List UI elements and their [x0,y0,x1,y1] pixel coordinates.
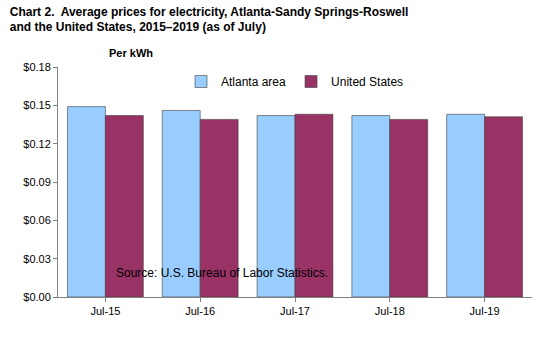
svg-text:United States: United States [331,75,403,89]
svg-text:$0.03: $0.03 [23,253,51,265]
svg-text:Per kWh: Per kWh [109,47,153,59]
svg-text:$0.06: $0.06 [23,214,51,226]
svg-text:Source: U.S. Bureau of Labor S: Source: U.S. Bureau of Labor Statistics. [116,266,328,280]
svg-text:Chart 2. Average prices for e: Chart 2. Average prices for electricity,… [10,5,409,35]
svg-text:$0.12: $0.12 [23,138,51,150]
svg-text:$0.18: $0.18 [23,61,51,73]
svg-text:$0.09: $0.09 [23,176,51,188]
svg-text:Jul-15: Jul-15 [90,305,120,317]
svg-text:Atlanta area: Atlanta area [221,75,286,89]
svg-text:$0.00: $0.00 [23,291,51,303]
svg-text:Jul-17: Jul-17 [280,305,310,317]
svg-text:Jul-19: Jul-19 [470,305,500,317]
svg-text:$0.15: $0.15 [23,99,51,111]
svg-text:Jul-18: Jul-18 [375,305,405,317]
svg-text:Jul-16: Jul-16 [185,305,215,317]
